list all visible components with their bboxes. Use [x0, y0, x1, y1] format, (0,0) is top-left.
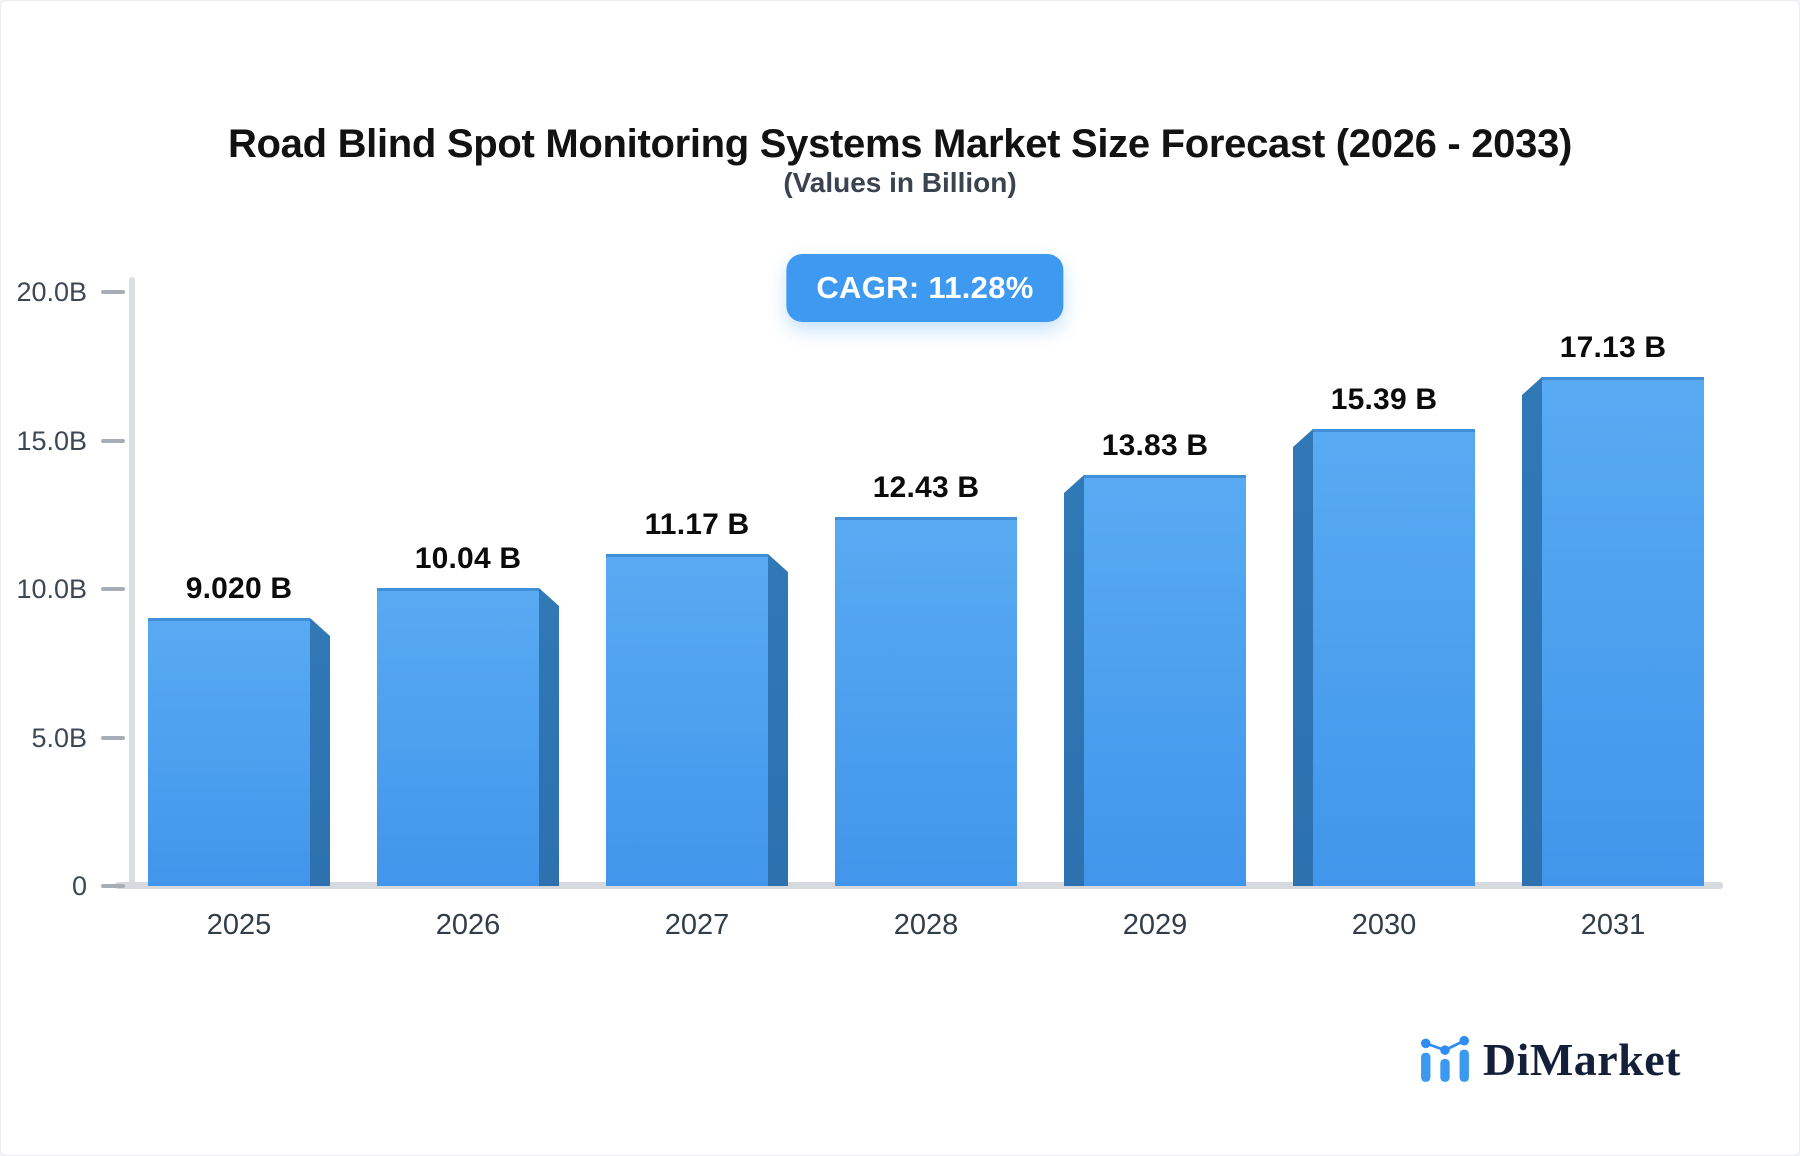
bar-side-face: [539, 588, 559, 886]
bar-2031: [1522, 377, 1704, 886]
bar-2027: [606, 554, 788, 886]
bar-2028: [835, 517, 1017, 886]
y-tick-mark: [101, 884, 125, 888]
bar-2029: [1064, 475, 1246, 886]
bar-value-label: 17.13 B: [1559, 331, 1667, 364]
page-title: Road Blind Spot Monitoring Systems Marke…: [227, 121, 1573, 166]
y-tick-label: 15.0B: [16, 425, 87, 456]
bar-face: [377, 588, 539, 886]
y-tick-mark: [101, 735, 125, 740]
bar-face: [606, 554, 768, 886]
y-tick-label: 20.0B: [16, 277, 87, 307]
y-tick-mark: [101, 290, 125, 294]
bar-value-label: 10.04 B: [414, 542, 522, 575]
bar-value-label: 15.39 B: [1330, 383, 1438, 416]
bar-side-face: [310, 618, 330, 886]
x-tick-label: 2028: [893, 909, 959, 941]
bar-value-label: 11.17 B: [644, 508, 750, 541]
y-tick-label: 0: [71, 871, 87, 901]
bar-face: [148, 618, 310, 886]
bar-side-face: [1522, 377, 1542, 886]
y-tick-mark: [101, 587, 125, 591]
chart-subtitle: (Values in Billion): [783, 167, 1017, 198]
bar-2030: [1293, 429, 1475, 886]
bar-face: [1313, 429, 1475, 886]
x-tick-label: 2029: [1122, 909, 1188, 941]
y-tick-label: 5.0B: [31, 722, 87, 753]
bar-2025: [148, 618, 330, 886]
bar-value-label: 12.43 B: [872, 471, 980, 504]
bar-value-label: 9.020 B: [185, 572, 293, 605]
cagr-badge-label: CAGR: 11.28%: [816, 270, 1034, 305]
bar-chart-trend-icon: [1420, 1035, 1469, 1082]
bar-face: [835, 517, 1017, 886]
bar-side-face: [768, 554, 788, 886]
cagr-badge: CAGR: 11.28%: [786, 254, 1064, 322]
bar-value-label: 13.83 B: [1101, 429, 1209, 462]
dimarket-logo: DiMarket: [1419, 1033, 1681, 1086]
y-tick-mark: [101, 438, 125, 443]
bar-face: [1084, 475, 1246, 886]
logo-text: DiMarket: [1482, 1034, 1681, 1085]
x-tick-label: 2027: [664, 909, 730, 941]
x-tick-label: 2025: [206, 909, 272, 941]
x-tick-label: 2030: [1351, 909, 1417, 941]
bar-side-face: [1064, 475, 1084, 886]
bar-2026: [377, 588, 559, 886]
x-tick-label: 2031: [1580, 909, 1646, 941]
y-axis-line: [129, 277, 135, 889]
bar-side-face: [1293, 429, 1313, 886]
y-tick-label: 10.0B: [16, 574, 87, 604]
x-tick-label: 2026: [435, 909, 501, 941]
bar-face: [1542, 377, 1704, 886]
